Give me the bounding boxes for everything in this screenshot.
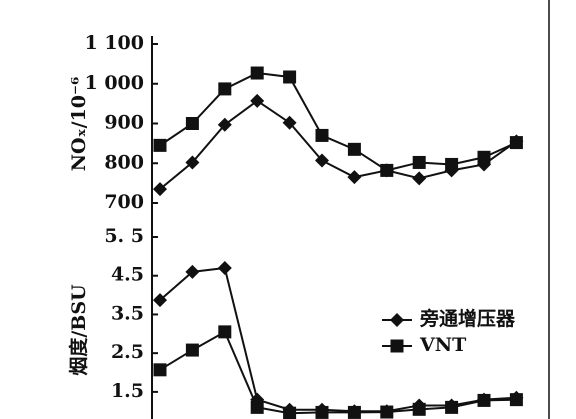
square-marker (509, 393, 523, 407)
square-marker (153, 363, 167, 377)
diamond-marker (390, 313, 404, 327)
y-tick-label: 700 (104, 191, 144, 213)
y-tick-label: 3.5 (111, 302, 144, 324)
diamond-marker (153, 182, 167, 197)
square-marker (477, 150, 491, 164)
square-marker (380, 405, 394, 419)
square-marker (347, 405, 361, 419)
square-marker (283, 70, 297, 84)
y-tick-label: 1 000 (85, 72, 145, 94)
square-marker (412, 155, 426, 169)
y-tick-label: 5. 5 (104, 225, 144, 247)
y-tick-label: 1.5 (111, 380, 144, 402)
square-marker (283, 406, 297, 419)
square-marker (315, 128, 329, 142)
square-marker (153, 138, 167, 152)
square-marker (390, 339, 404, 353)
y-tick-label: 1 100 (85, 32, 145, 54)
diamond-marker (153, 293, 167, 308)
square-marker (380, 163, 394, 177)
diamond-marker (412, 171, 427, 186)
square-marker (445, 157, 459, 171)
square-marker (250, 400, 264, 414)
square-marker (185, 343, 199, 357)
legend-label: 旁通增压器 (419, 307, 516, 330)
square-marker (477, 393, 491, 407)
square-marker (218, 82, 232, 96)
y-axis-label: NOₓ/10⁻⁶ (68, 77, 90, 172)
y-tick-label: 4.5 (111, 264, 144, 286)
diamond-marker (250, 93, 265, 108)
y-tick-label: 2.5 (111, 341, 144, 363)
square-marker (445, 400, 459, 414)
square-marker (218, 325, 232, 339)
y-tick-label: 900 (104, 112, 144, 134)
diamond-marker (347, 170, 362, 185)
y-axis-label: 烟度/BSU (67, 284, 90, 376)
legend-label: VNT (419, 334, 466, 356)
diamond-marker (217, 260, 232, 275)
square-marker (412, 402, 426, 416)
diamond-marker (185, 155, 200, 170)
square-marker (509, 136, 523, 150)
diamond-marker (315, 153, 329, 168)
square-marker (185, 117, 199, 130)
y-tick-label: 800 (104, 151, 144, 173)
diamond-marker (185, 264, 200, 279)
diamond-marker (282, 115, 297, 130)
square-marker (347, 142, 361, 156)
square-marker (250, 66, 264, 80)
square-marker (315, 405, 329, 419)
diamond-marker (217, 117, 232, 132)
